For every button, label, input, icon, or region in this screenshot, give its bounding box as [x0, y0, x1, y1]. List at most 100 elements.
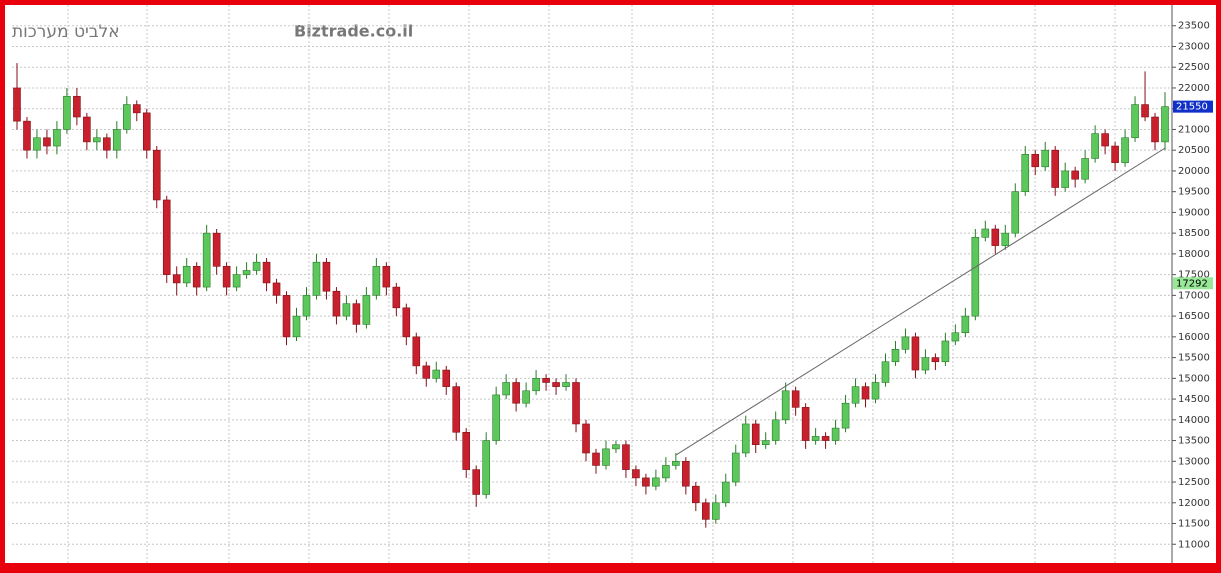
candle-body	[103, 137, 111, 151]
candle-body	[1081, 158, 1089, 180]
candle-body	[821, 436, 830, 441]
candle-body	[372, 266, 381, 296]
y-tick-label: 20000	[1178, 166, 1210, 177]
y-tick-label: 22000	[1178, 83, 1210, 94]
candle-body	[382, 266, 391, 288]
candle-body	[1011, 191, 1020, 234]
chart-title: אלביט מערכות	[12, 22, 120, 42]
y-tick-label: 12500	[1178, 477, 1210, 488]
candle-body	[292, 315, 301, 338]
candle-body	[682, 460, 690, 487]
candle-body	[692, 485, 700, 504]
candle-body	[572, 382, 580, 425]
candle-body	[1071, 170, 1079, 180]
candle-body	[492, 394, 500, 441]
candle-body	[622, 444, 630, 470]
y-tick-label: 17000	[1178, 290, 1210, 301]
candle-body	[123, 104, 131, 130]
candle-body	[841, 402, 850, 429]
candle-body	[761, 440, 770, 446]
candle-body	[192, 266, 201, 288]
price-label: 21550	[1176, 102, 1208, 113]
candle-body	[262, 261, 271, 284]
candle-body	[282, 295, 291, 338]
candle-body	[342, 303, 351, 317]
candle-body	[791, 390, 800, 408]
candle-body	[482, 440, 490, 495]
candle-body	[552, 382, 560, 387]
y-tick-label: 21000	[1178, 124, 1210, 135]
y-tick-label: 11500	[1178, 519, 1210, 530]
candle-body	[652, 477, 660, 487]
y-tick-label: 14500	[1178, 394, 1210, 405]
candle-body	[711, 502, 720, 520]
candle-body	[921, 357, 930, 371]
candle-body	[452, 386, 461, 433]
candle-body	[182, 266, 191, 284]
candle-body	[322, 261, 331, 292]
candle-body	[462, 431, 471, 470]
candle-body	[472, 469, 480, 495]
candle-body	[951, 332, 960, 342]
candle-body	[33, 137, 41, 151]
y-tick-label: 23500	[1178, 21, 1210, 32]
candle-body	[13, 87, 21, 122]
y-tick-label: 11000	[1178, 539, 1210, 550]
candle-body	[971, 236, 980, 317]
candle-body	[662, 465, 670, 479]
candle-body	[911, 336, 920, 371]
candle-body	[53, 129, 61, 147]
candle-body	[532, 378, 540, 392]
candle-body	[1121, 137, 1129, 163]
candle-body	[871, 382, 880, 400]
candle-body	[442, 369, 451, 387]
candle-body	[362, 295, 371, 325]
candle-body	[1051, 149, 1059, 188]
candle-body	[1131, 104, 1139, 139]
candle-body	[412, 336, 421, 367]
candle-body	[612, 444, 620, 450]
candle-body	[592, 452, 600, 466]
candle-body	[252, 261, 261, 271]
candle-body	[881, 361, 890, 383]
candle-body	[1001, 232, 1010, 246]
y-tick-label: 23000	[1178, 41, 1210, 52]
candle-body	[891, 348, 900, 363]
y-tick-label: 17500	[1178, 270, 1210, 281]
candle-body	[332, 290, 341, 317]
candle-body	[172, 274, 181, 284]
chart-subtitle: Biztrade.co.il	[294, 22, 413, 41]
candle-body	[781, 390, 790, 421]
candle-body	[961, 315, 970, 334]
candle-body	[63, 95, 71, 130]
candle-body	[981, 228, 990, 238]
candle-body	[1151, 116, 1159, 143]
candle-body	[562, 382, 570, 387]
candle-body	[512, 382, 520, 404]
candle-body	[1021, 154, 1030, 192]
y-tick-label: 13000	[1178, 456, 1210, 467]
candle-body	[751, 423, 760, 446]
candle-body	[132, 104, 141, 114]
candle-body	[232, 274, 241, 288]
candle-body	[1141, 104, 1149, 118]
candle-body	[861, 386, 870, 400]
y-tick-label: 18000	[1178, 249, 1210, 260]
candle-body	[1101, 133, 1109, 147]
y-tick-label: 12000	[1178, 498, 1210, 509]
candle-body	[542, 378, 550, 383]
candle-body	[1091, 133, 1099, 159]
candle-body	[142, 112, 151, 151]
candle-body	[931, 357, 940, 363]
candle-body	[851, 386, 860, 404]
candle-body	[93, 137, 101, 143]
y-tick-label: 15500	[1178, 353, 1210, 364]
y-tick-label: 20500	[1178, 145, 1210, 156]
candle-body	[222, 266, 231, 288]
candle-body	[312, 261, 321, 296]
y-tick-label: 14000	[1178, 415, 1210, 426]
candle-body	[702, 502, 710, 520]
candle-body	[642, 477, 650, 487]
candle-body	[522, 390, 530, 404]
